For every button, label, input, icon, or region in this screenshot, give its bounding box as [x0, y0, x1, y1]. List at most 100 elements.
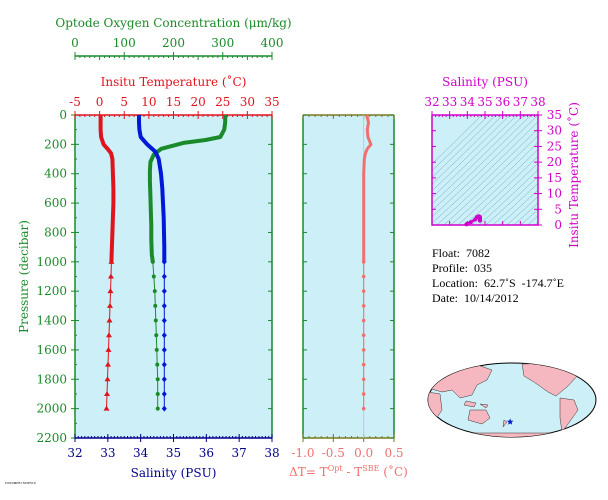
temperature-tick-label: 25: [215, 95, 230, 109]
temperature-tick-label: 20: [190, 95, 205, 109]
main-profile-panel: 0200400600800100012001400160018002000220…: [5, 16, 292, 485]
salinity-point: [161, 288, 167, 295]
pressure-tick-label: 400: [44, 167, 67, 181]
oxygen-tick-label: 200: [162, 36, 185, 50]
pressure-tick-label: 600: [44, 196, 67, 210]
ts-salinity-title: Salinity (PSU): [442, 75, 528, 89]
ts-salinity-tick-label: 33: [442, 95, 457, 109]
salinity-point: [161, 376, 167, 383]
temperature-point: [104, 376, 111, 382]
oxygen-point: [153, 303, 158, 308]
ts-salinity-tick-label: 35: [477, 95, 492, 109]
ts-point: [477, 218, 482, 223]
world-map: [427, 362, 597, 438]
temperature-point: [106, 317, 113, 323]
dt-axis-text: - T: [343, 465, 363, 479]
ts-isopycnal: [443, 135, 538, 225]
temperature-tick-label: 35: [264, 95, 279, 109]
dt-axis-superscript: Opt: [328, 464, 344, 473]
temperature-point: [108, 258, 115, 264]
ts-isopycnal: [432, 115, 511, 192]
dt-tick-label: -0.5: [322, 446, 345, 460]
temperature-tick-label: -5: [69, 95, 81, 109]
ts-isopycnal: [593, 85, 608, 229]
float-location-star: [506, 418, 514, 425]
dt-tick-label: 0.5: [384, 446, 403, 460]
temperature-point: [103, 405, 110, 411]
temperature-point: [105, 346, 112, 352]
salinity-tick-label: 32: [67, 446, 82, 460]
oxygen-point: [155, 406, 160, 411]
temperature-line: [98, 115, 116, 262]
pressure-tick-label: 2000: [36, 402, 67, 416]
salinity-point: [161, 258, 167, 265]
oxygen-line: [147, 115, 228, 263]
pressure-tick-label: 800: [44, 225, 67, 239]
dt-point: [361, 406, 366, 411]
salinity-tick-label: 33: [100, 446, 115, 460]
map-south-america: [559, 397, 579, 433]
ts-isopycnal: [499, 189, 538, 225]
map-greenland: [573, 363, 589, 375]
ts-salinity-tick-label: 38: [530, 95, 545, 109]
ts-temp-tick-label: 25: [547, 139, 562, 153]
salinity-axis-title: Salinity (PSU): [131, 466, 217, 480]
pressure-axis-title: Pressure (decibar): [17, 220, 31, 333]
oxygen-tick-label: 300: [211, 36, 234, 50]
salinity-tick-label: 36: [199, 446, 214, 460]
map-australia: [467, 409, 491, 425]
float-id: Float: 7082: [432, 246, 491, 260]
temperature-point: [104, 361, 111, 367]
oxygen-tick-label: 0: [71, 36, 79, 50]
dt-point: [361, 333, 366, 338]
map-indonesia: [463, 400, 477, 408]
ts-isopycnal: [432, 115, 525, 205]
ts-isopycnal: [492, 182, 538, 225]
temperature-axis-title: Insitu Temperature (˚C): [101, 74, 247, 89]
temperature-tick-label: 0: [96, 95, 104, 109]
oxygen-point: [151, 274, 156, 279]
oxygen-point: [153, 318, 158, 323]
dt-point: [361, 318, 366, 323]
dt-point: [361, 392, 366, 396]
footer-mark: ПОИ/ФЕЮ.М3ЕУП/: [5, 481, 37, 485]
ts-temp-tick-label: 5: [554, 202, 562, 216]
salinity-point: [161, 390, 167, 397]
temperature-tick-label: 30: [240, 95, 255, 109]
salinity-tick-label: 35: [166, 446, 181, 460]
ts-isopycnal: [432, 115, 538, 218]
salinity-point: [161, 361, 167, 368]
ts-isopycnal: [586, 85, 608, 229]
dt-point: [361, 304, 366, 308]
dt-axis-title: ΔT= TOpt - TSBE (˚C): [289, 464, 408, 479]
salinity-point: [161, 273, 167, 280]
dt-axis-text: (˚C): [379, 464, 407, 479]
pressure-tick-label: 1800: [36, 372, 67, 386]
dt-point: [361, 348, 366, 352]
ts-isopycnal: [432, 121, 538, 224]
temperature-tick-label: 5: [120, 95, 128, 109]
salinity-tick-label: 38: [264, 446, 279, 460]
ts-isopycnal: [450, 142, 538, 225]
oxygen-point: [155, 362, 160, 367]
pressure-tick-label: 1600: [36, 343, 67, 357]
pressure-tick-label: 1200: [36, 284, 67, 298]
dt-point: [361, 377, 366, 382]
dt-point: [361, 362, 366, 367]
ts-temp-tick-label: 15: [547, 171, 562, 185]
temperature-point: [106, 302, 113, 308]
salinity-tick-label: 37: [232, 446, 247, 460]
ts-temp-tick-label: 30: [547, 124, 562, 138]
ts-temp-tick-label: 10: [547, 187, 562, 201]
oxygen-tick-label: 100: [113, 36, 136, 50]
dt-axis-superscript: SBE: [362, 464, 379, 473]
delta-t-panel: -1.0 -0.5 0.0 0.5 ΔT= TOpt - TSBE (˚C): [289, 114, 408, 479]
oxygen-point: [155, 377, 160, 382]
ts-isopycnal: [436, 128, 538, 225]
oxygen-point: [152, 289, 157, 294]
ts-isopycnal: [478, 169, 538, 225]
ts-salinity-tick-label: 34: [460, 95, 476, 109]
oxygen-axis-title: Optode Oxygen Concentration (μm/kg): [55, 16, 291, 30]
dt-point: [361, 274, 366, 279]
ts-isopycnal: [600, 85, 608, 229]
